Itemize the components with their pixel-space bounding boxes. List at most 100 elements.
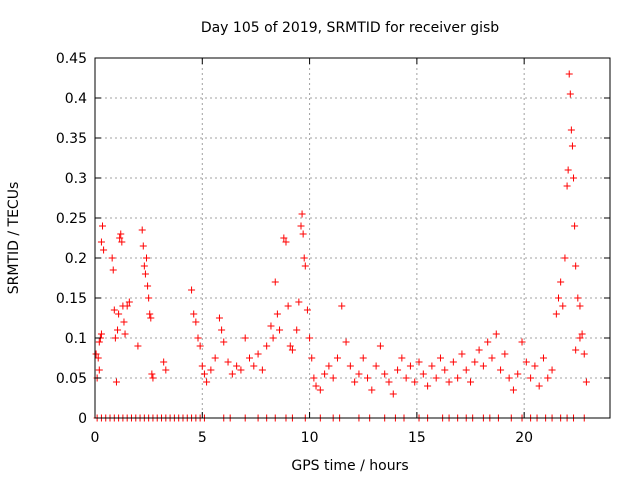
data-point (436, 354, 444, 362)
data-point (288, 346, 296, 354)
data-point (552, 310, 560, 318)
data-point (297, 222, 305, 230)
data-point (148, 370, 156, 378)
data-point (114, 326, 122, 334)
data-point (561, 254, 569, 262)
data-point (293, 326, 301, 334)
data-point (312, 382, 320, 390)
data-point (298, 210, 306, 218)
data-point (316, 386, 324, 394)
data-point (215, 314, 223, 322)
data-point (531, 362, 539, 370)
data-point (578, 330, 586, 338)
data-point (282, 238, 290, 246)
data-point (143, 254, 150, 262)
data-point (582, 378, 590, 386)
chart-title: Day 105 of 2019, SRMTID for receiver gis… (201, 20, 499, 36)
data-point (115, 310, 123, 318)
data-point (445, 378, 453, 386)
data-point (300, 254, 308, 262)
data-point (518, 338, 526, 346)
data-point (564, 166, 572, 174)
data-point (364, 374, 372, 382)
y-tick-label: 0.25 (56, 211, 87, 227)
data-point (211, 354, 219, 362)
ticks-layer: 0 0.05 0.1 0.15 0.2 0.25 0.3 0.35 0.4 0.45 0 5 10 15 2… (56, 51, 610, 446)
data-point (325, 362, 333, 370)
data-point (141, 270, 149, 278)
data-point (449, 358, 457, 366)
plot-frame (94, 57, 611, 419)
data-point (162, 366, 170, 374)
y-tick-label: 0.15 (56, 291, 87, 307)
data-point (415, 358, 423, 366)
data-point (146, 310, 154, 318)
data-point (505, 374, 513, 382)
data-point (389, 390, 397, 398)
data-point (284, 302, 292, 310)
data-point (576, 334, 584, 342)
data-point (273, 310, 281, 318)
data-point (385, 378, 393, 386)
data-point (484, 338, 492, 346)
data-point (134, 342, 142, 350)
data-point (220, 338, 228, 346)
data-point (544, 374, 552, 382)
data-point (548, 366, 556, 374)
data-point (394, 366, 402, 374)
data-point (428, 362, 436, 370)
data-point (138, 226, 146, 234)
data-point (301, 262, 309, 270)
data-point (118, 238, 126, 246)
data-point (308, 354, 316, 362)
y-tick-label: 0.45 (56, 51, 87, 67)
data-point (321, 370, 329, 378)
data-point (372, 362, 380, 370)
data-point (471, 358, 479, 366)
data-point (110, 306, 118, 314)
data-point (398, 354, 406, 362)
data-point (479, 362, 487, 370)
data-point (94, 354, 102, 362)
data-point (497, 366, 505, 374)
data-point (574, 294, 582, 302)
data-point (109, 266, 117, 274)
y-axis-label: SRMTID / TECUs (6, 182, 22, 295)
data-point (95, 338, 103, 346)
data-point (571, 222, 579, 230)
data-point (224, 358, 232, 366)
data-point (267, 322, 275, 330)
data-point (572, 346, 580, 354)
data-point (140, 262, 148, 270)
data-point (424, 382, 432, 390)
data-point (419, 370, 427, 378)
data-point (111, 334, 119, 342)
data-point (228, 370, 236, 378)
data-point (306, 334, 314, 342)
data-point (123, 302, 131, 310)
data-point (501, 350, 509, 358)
data-point (576, 302, 584, 310)
data-point (299, 230, 307, 238)
data-point (108, 254, 116, 262)
data-point (566, 90, 574, 98)
data-point (97, 238, 105, 246)
data-point (329, 374, 337, 382)
data-point (116, 234, 124, 242)
data-point (454, 374, 462, 382)
data-point (342, 338, 350, 346)
x-tick-label: 15 (408, 430, 426, 446)
data-point (572, 262, 580, 270)
x-tick-label: 0 (91, 430, 100, 446)
data-point (381, 370, 389, 378)
y-tick-label: 0.05 (56, 371, 87, 387)
data-point (237, 366, 245, 374)
data-point (310, 374, 318, 382)
data-point (117, 230, 125, 238)
data-point (100, 246, 108, 254)
data-point (97, 330, 105, 338)
data-point (207, 366, 215, 374)
data-point (269, 334, 277, 342)
data-point (346, 362, 354, 370)
data-point (567, 126, 575, 134)
